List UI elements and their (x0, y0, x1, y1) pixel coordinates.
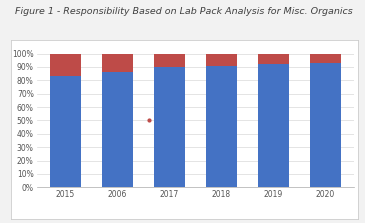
Bar (206, 54, 237, 66)
Bar (258, 64, 289, 187)
Bar (154, 54, 185, 67)
Bar (50, 76, 81, 187)
Bar (310, 54, 341, 63)
Bar (258, 54, 289, 64)
Bar (50, 54, 81, 76)
Bar (101, 72, 133, 187)
Text: Figure 1 - Responsibility Based on Lab Pack Analysis for Misc. Organics: Figure 1 - Responsibility Based on Lab P… (15, 7, 352, 16)
Bar (310, 63, 341, 187)
Bar (101, 54, 133, 72)
Bar (154, 67, 185, 187)
Legend: Non-Obligated - Municipal Responsibility, Obligated - Producer Responsibility: Non-Obligated - Municipal Responsibility… (44, 220, 347, 223)
Bar (206, 66, 237, 187)
